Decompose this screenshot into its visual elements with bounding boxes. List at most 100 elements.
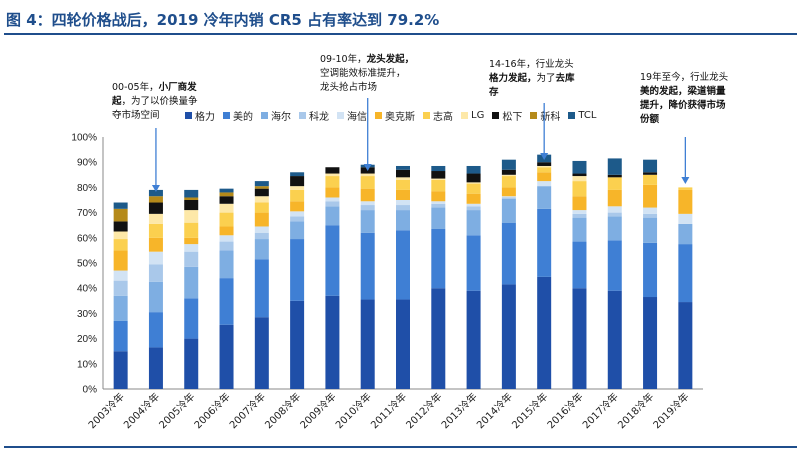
bar-segment	[290, 189, 305, 202]
bar-segment	[537, 165, 552, 168]
x-tick-label: 2015冷年	[509, 390, 550, 431]
bar-segment	[148, 196, 163, 203]
bar-segment	[290, 186, 305, 190]
bar-segment	[360, 173, 375, 177]
bar-segment	[466, 183, 481, 194]
annotation-2000-2005: 00-05年，小厂商发 起，为了以价换量争 夺市场空间	[112, 81, 198, 123]
legend-item: 新科	[530, 108, 560, 123]
legend-label: 志高	[433, 112, 453, 123]
bar-segment	[148, 223, 163, 238]
bar-segment	[360, 210, 375, 233]
legend-item: 海尔	[261, 108, 291, 123]
bar-segment	[607, 240, 622, 291]
bar-segment	[290, 216, 305, 222]
annotation-arrow-2010-head	[363, 164, 372, 171]
bar-segment	[431, 171, 446, 179]
bar-segment	[290, 300, 305, 389]
bar-segment	[678, 213, 693, 224]
bar-segment	[325, 173, 340, 177]
bar-segment	[219, 196, 234, 204]
bar-segment	[466, 206, 481, 211]
bar-segment	[184, 251, 199, 267]
bar-segment	[219, 212, 234, 227]
bar-segment	[396, 205, 410, 211]
x-tick-label: 2012冷年	[403, 390, 444, 431]
bar-segment	[184, 189, 199, 198]
bar-segment	[184, 266, 199, 299]
legend-label: 海信	[347, 112, 367, 123]
bar-segment	[537, 167, 552, 173]
bar-segment	[431, 201, 446, 204]
bar-segment	[360, 205, 375, 211]
y-tick-label: 50%	[77, 259, 97, 270]
bar-segment	[113, 231, 128, 240]
bar-segment	[219, 278, 234, 325]
annot-text: 00-05年，	[112, 82, 159, 93]
annot-text: 14-16年，行业龙头	[489, 59, 574, 70]
bar-segment	[290, 221, 305, 240]
legend-item: 松下	[492, 108, 522, 123]
bar-segment	[254, 317, 269, 389]
bar-segment	[184, 222, 199, 238]
bar-segment	[219, 188, 234, 193]
bar-segment	[325, 201, 340, 207]
bar-segment	[148, 264, 163, 282]
annot-text: 去库	[555, 73, 575, 84]
annot-text: 空调能效标准提升，	[320, 68, 406, 79]
bar-segment	[113, 295, 128, 321]
chart-legend: 格力 美的 海尔 科龙 海信 奥克斯 志高 LG 松下 新科 TCL	[185, 108, 596, 123]
bar-segment	[643, 172, 658, 175]
bar-segment	[184, 210, 199, 223]
bar-segment	[254, 212, 269, 227]
bar-segment	[572, 217, 587, 242]
bar-segment	[643, 217, 658, 243]
bar-segment	[501, 222, 516, 285]
legend-swatch	[492, 112, 500, 119]
annot-text: 提升，降价获得市场	[640, 100, 726, 111]
bar-segment	[396, 299, 410, 389]
bar-segment	[184, 200, 199, 211]
annot-text: 龙头抢占市场	[320, 82, 378, 93]
annotation-2014-2016: 14-16年，行业龙头 格力发起，为了去库 存	[489, 58, 575, 100]
annot-text: 起	[112, 96, 122, 107]
bar-segment	[501, 159, 516, 170]
bar-segment	[290, 239, 305, 301]
y-tick-label: 30%	[77, 309, 97, 320]
y-tick-label: 100%	[71, 133, 97, 144]
bar-segment	[466, 290, 481, 389]
annot-text: 格力发起，	[489, 73, 537, 84]
bar-segment	[607, 206, 622, 213]
bar-segment	[431, 179, 446, 192]
x-tick-label: 2010冷年	[332, 390, 373, 431]
bar-segment	[254, 226, 269, 233]
bar-segment	[501, 169, 516, 175]
annot-text: 小厂商发	[158, 82, 197, 93]
x-tick-label: 2007冷年	[227, 390, 268, 431]
bar-segment	[607, 189, 622, 207]
bar-segment	[501, 197, 516, 199]
bar-segment	[501, 198, 516, 223]
annot-text: 19年至今，行业龙头	[640, 72, 729, 83]
bar-segment	[572, 210, 587, 214]
bar-segment	[678, 187, 693, 190]
bar-segment	[537, 172, 552, 182]
legend-swatch	[375, 112, 382, 119]
chart-title: 图 4：四轮价格战后，2019 冷年内销 CR5 占有率达到 79.2%	[6, 11, 440, 29]
annotation-2019: 19年至今，行业龙头 美的发起，梁道销量 提升，降价获得市场 份额	[640, 71, 728, 127]
bar-segment	[607, 290, 622, 389]
y-tick-label: 10%	[77, 359, 97, 370]
legend-item: TCL	[568, 110, 596, 121]
bar-segment	[360, 232, 375, 300]
legend-swatch	[337, 112, 344, 119]
annot-text: ，为了以价换量争	[121, 96, 198, 107]
bar-segment	[643, 207, 658, 214]
bar-segment	[678, 302, 693, 389]
bar-segment	[219, 192, 234, 197]
legend-swatch	[423, 112, 430, 119]
bar-segment	[431, 207, 446, 229]
bar-segment	[396, 165, 410, 170]
bar-segment	[148, 213, 163, 224]
x-tick-label: 2017冷年	[580, 390, 621, 431]
bar-segment	[678, 189, 693, 214]
